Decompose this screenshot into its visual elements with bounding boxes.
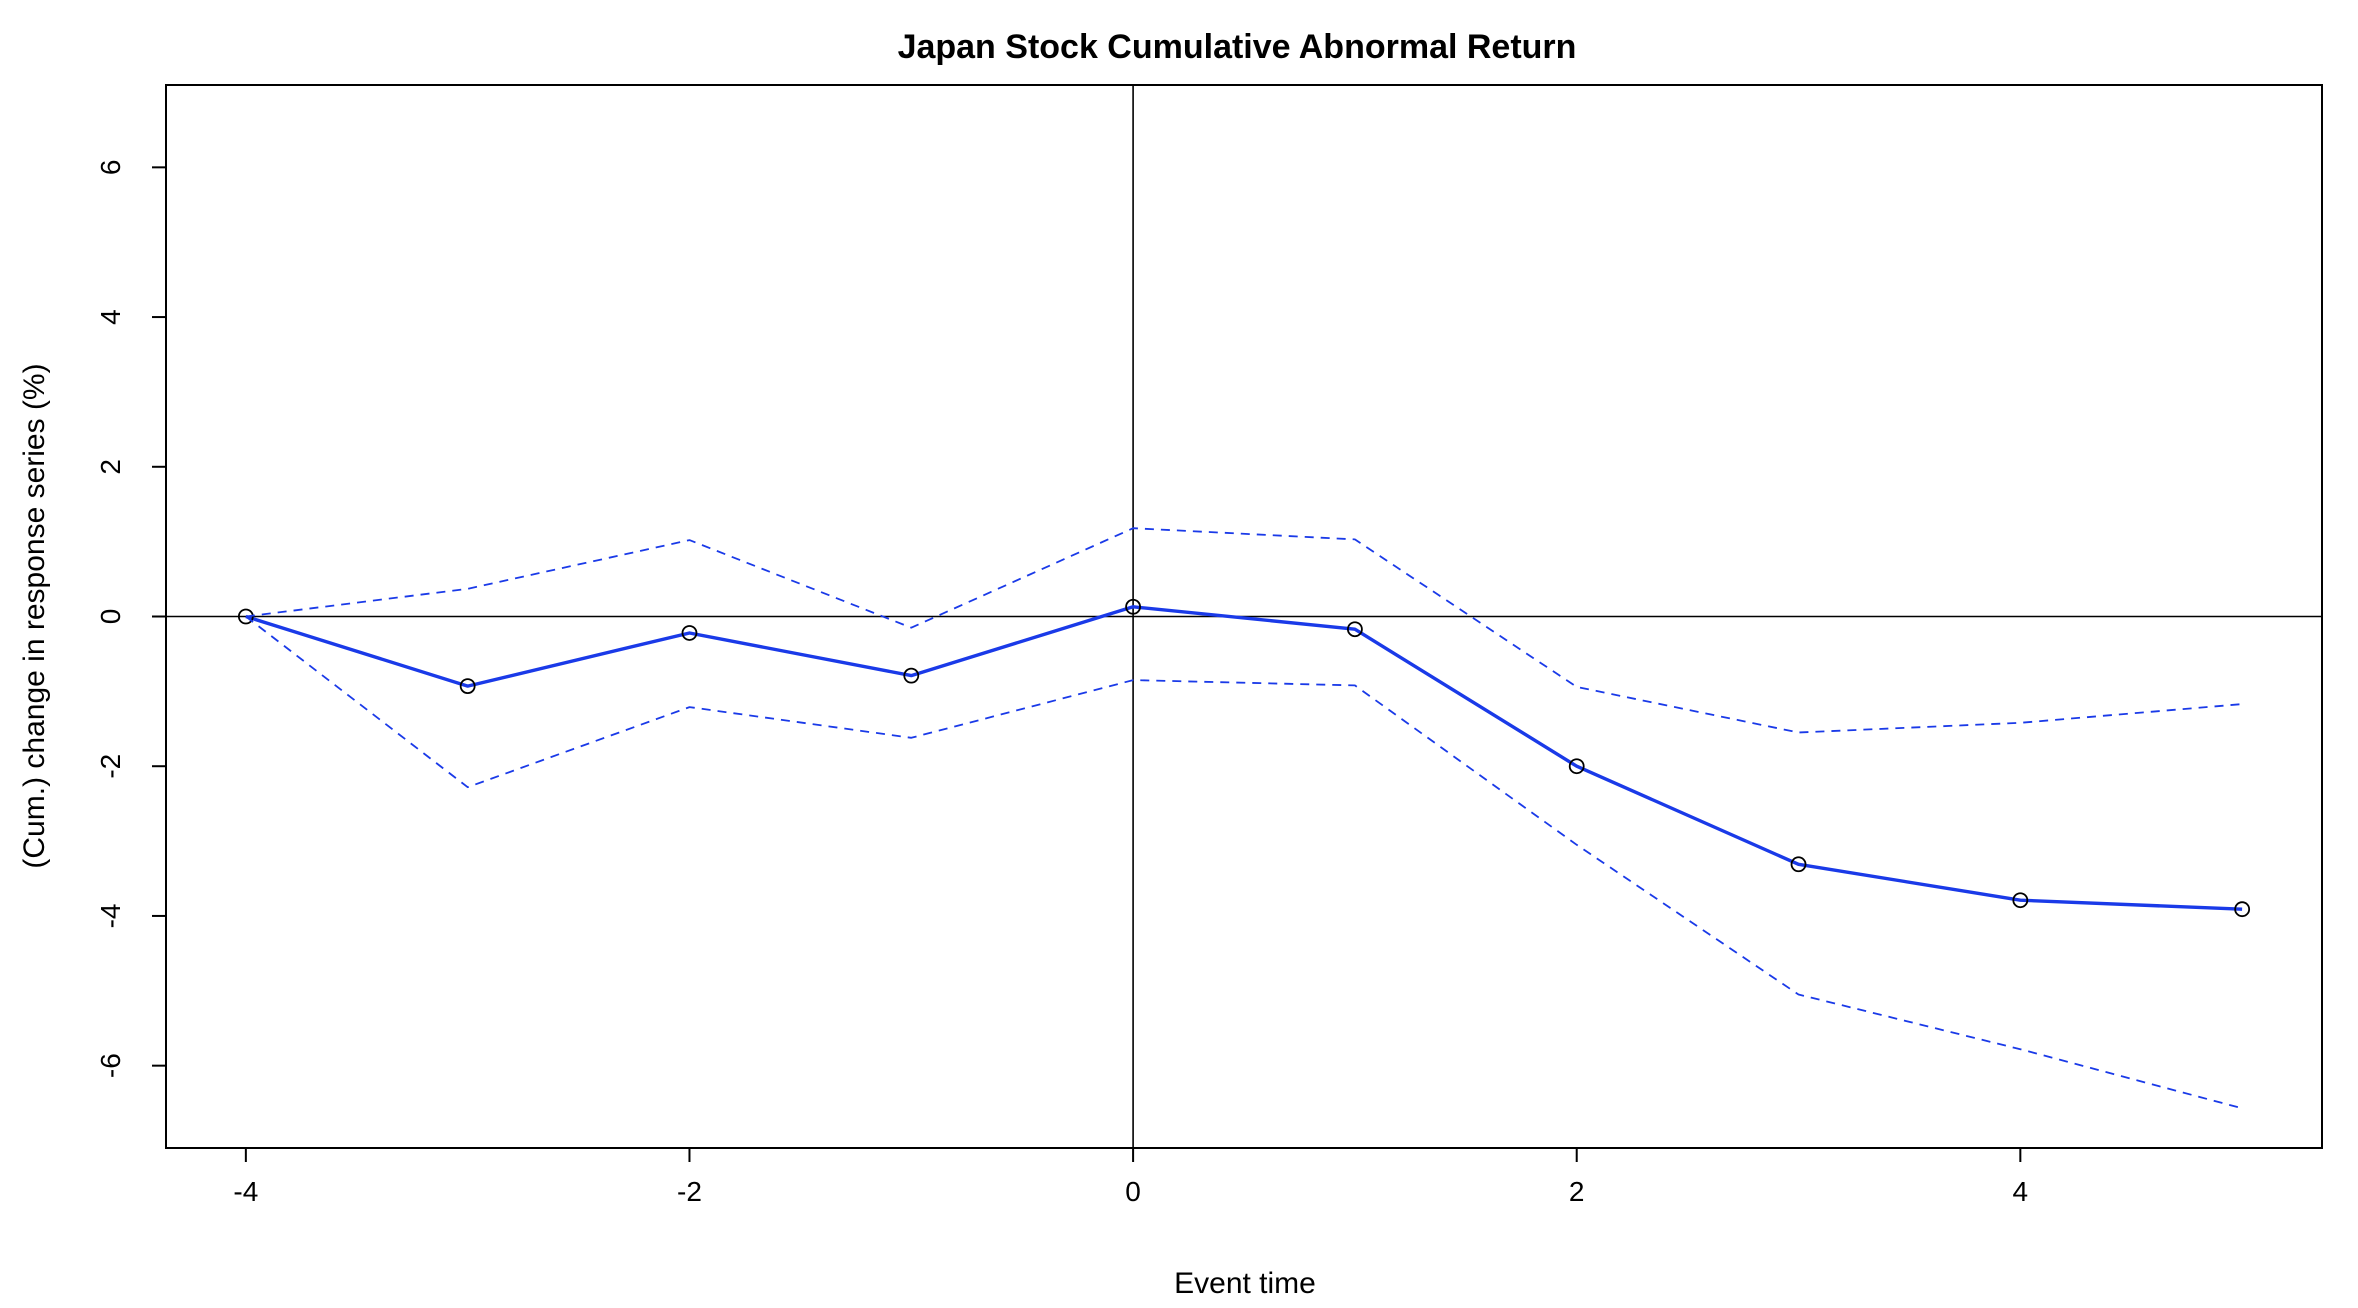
chart-title: Japan Stock Cumulative Abnormal Return bbox=[898, 28, 1577, 66]
y-tick-label: -6 bbox=[95, 1053, 126, 1078]
x-tick-label: 0 bbox=[1125, 1176, 1141, 1207]
data-point bbox=[1790, 856, 1807, 873]
x-tick-label: 4 bbox=[2013, 1176, 2029, 1207]
lower-band-line bbox=[245, 615, 2243, 1110]
data-point bbox=[903, 667, 920, 684]
data-point bbox=[2234, 901, 2251, 918]
y-tick-label: -2 bbox=[95, 754, 126, 779]
y-tick-label: -4 bbox=[95, 903, 126, 928]
data-point bbox=[2012, 892, 2029, 909]
x-tick-label: -4 bbox=[233, 1176, 258, 1207]
series-layer bbox=[237, 527, 2251, 1110]
data-point bbox=[1568, 758, 1585, 775]
y-tick-label: 6 bbox=[95, 160, 126, 176]
y-axis-label: (Cum.) change in response series (%) bbox=[18, 363, 51, 868]
car-line bbox=[245, 605, 2243, 911]
data-point bbox=[1347, 621, 1363, 638]
upper-band-line bbox=[245, 527, 2243, 734]
data-point bbox=[1125, 598, 1141, 615]
y-axis: -6 -4 -2 0 2 4 6 bbox=[95, 160, 167, 1078]
data-point bbox=[459, 678, 476, 695]
y-tick-label: 0 bbox=[95, 609, 126, 625]
x-axis-label: Event time bbox=[1174, 1267, 1316, 1300]
x-tick-label: 2 bbox=[1569, 1176, 1585, 1207]
y-tick-label: 2 bbox=[95, 459, 126, 475]
y-tick-label: 4 bbox=[95, 309, 126, 325]
data-point bbox=[681, 625, 698, 641]
x-tick-label: -2 bbox=[677, 1176, 702, 1207]
x-axis: -4 -2 0 2 4 bbox=[233, 1147, 2029, 1207]
